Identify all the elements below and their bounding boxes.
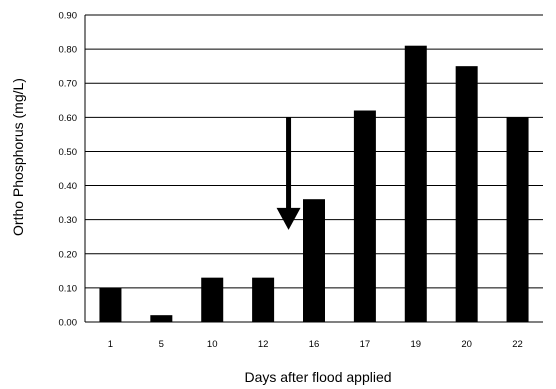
x-tick-label: 17 [360,339,371,350]
y-tick-label: 0.10 [59,283,78,294]
y-tick-label: 0.00 [59,318,78,329]
bar [455,66,478,323]
y-axis-title: Ortho Phosphorus (mg/L) [10,78,26,236]
x-tick-label: 5 [159,339,164,350]
x-tick-label: 1 [108,339,113,350]
y-tick-label: 0.40 [59,181,78,192]
x-tick-label: 10 [207,339,218,350]
bar [99,287,122,322]
plot-area: 0.00 0.10 0.20 0.30 0.40 0.50 0.60 0.70 0.80 0.90… [59,11,543,350]
x-tick-label: 16 [309,339,320,350]
bar [404,45,427,322]
x-tick-label: 20 [461,339,472,350]
y-tick-label: 0.60 [59,113,78,124]
y-tick-label: 0.30 [59,215,78,226]
bar [506,117,529,322]
x-tick-label: 22 [512,339,523,350]
x-axis-title: Days after flood applied [244,369,391,385]
y-tick-label: 0.20 [59,249,78,260]
y-tick-label: 0.50 [59,147,78,158]
x-tick-label: 12 [258,339,269,350]
x-tick-label: 19 [410,339,421,350]
arrow-head [276,207,301,230]
y-tick-label: 0.90 [59,11,78,22]
y-tick-label: 0.70 [59,79,78,90]
y-tick-label: 0.80 [59,45,78,56]
bar [201,277,224,322]
bar [303,199,325,322]
bar [353,110,376,322]
bar [252,277,275,322]
bar [150,315,173,322]
